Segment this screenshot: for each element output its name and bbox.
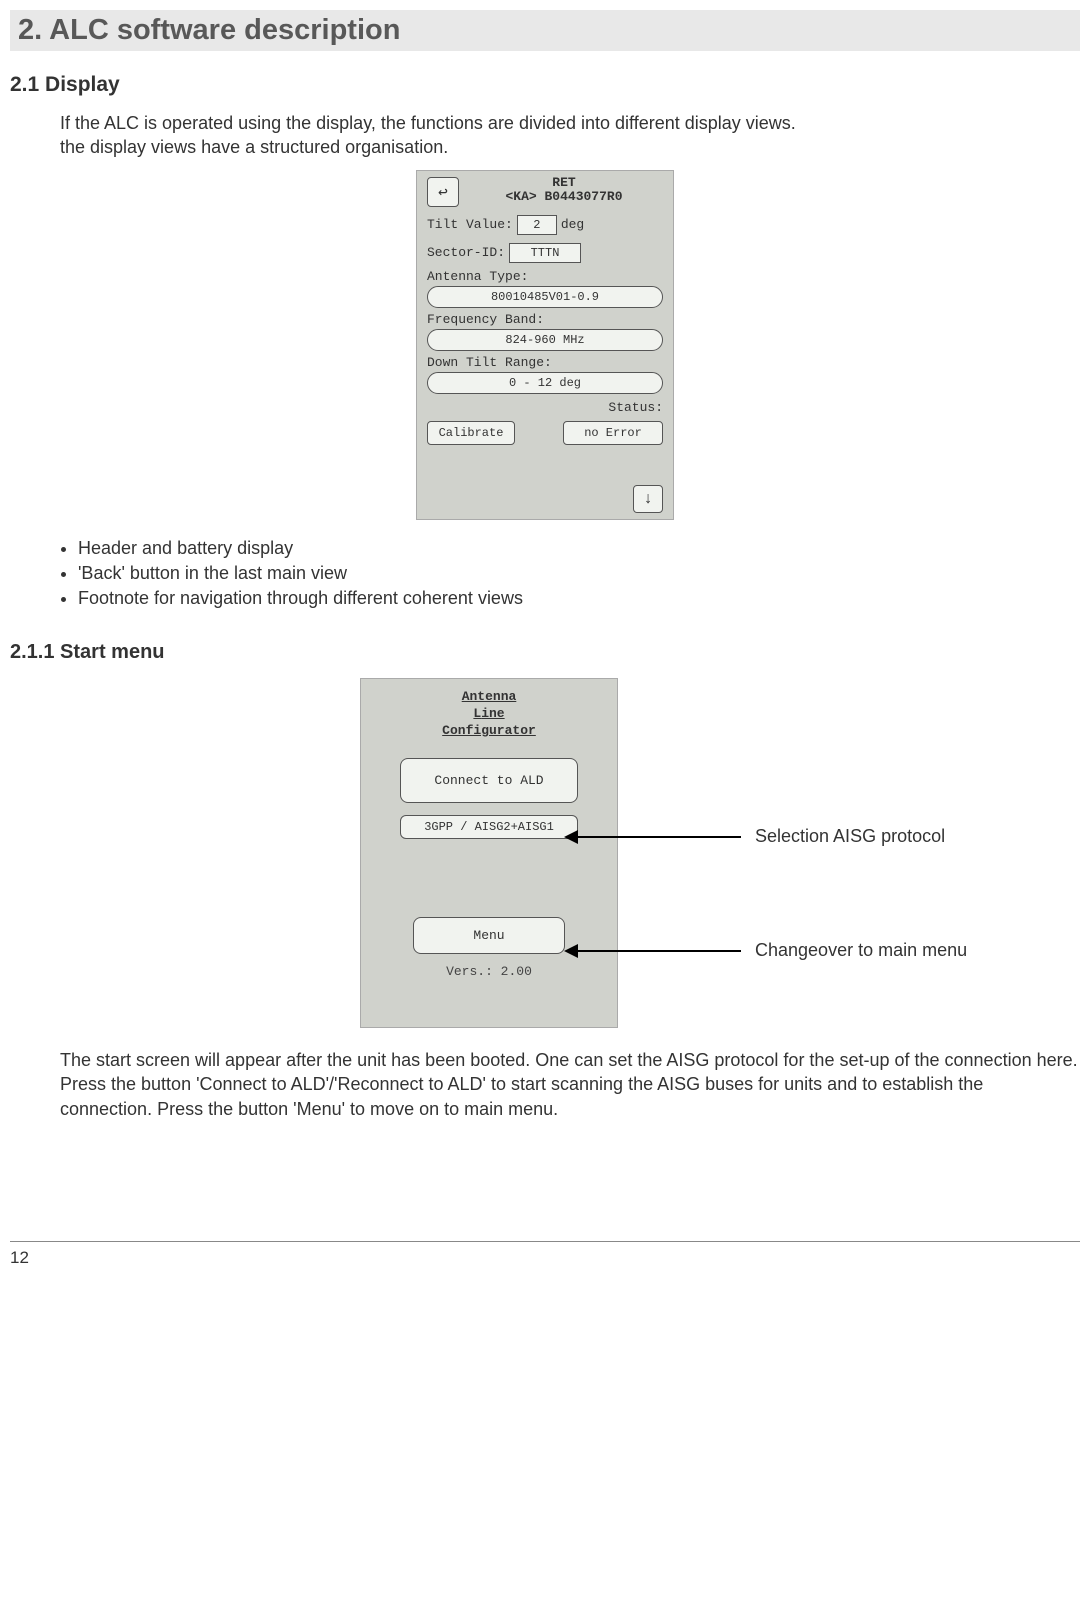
list-item: Footnote for navigation through differen… [78,586,1080,611]
list-item: Header and battery display [78,536,1080,561]
callout-arrow-icon [566,836,741,838]
frequency-band-label: Frequency Band: [427,312,663,327]
paragraph-line: the display views have a structured orga… [60,137,448,157]
version-label: Vers.: 2.00 [371,964,607,979]
tilt-label: Tilt Value: [427,217,513,232]
tilt-value-field[interactable]: 2 [517,215,557,235]
chevron-down-icon: ↓ [643,490,653,508]
body-paragraph-2: The start screen will appear after the u… [60,1048,1080,1121]
back-icon: ↩ [438,182,448,202]
underline-letter: A [462,689,470,704]
aisg-protocol-selector[interactable]: 3GPP / AISG2+AISG1 [400,815,578,839]
subsection-heading-startmenu: 2.1.1 Start menu [10,641,1080,664]
downtilt-range-field[interactable]: 0 - 12 deg [427,372,663,394]
status-value-field: no Error [563,421,663,445]
device-header-line2: <KA> B0443077R0 [505,189,622,204]
sector-id-field[interactable]: TTTN [509,243,581,263]
paragraph-line: If the ALC is operated using the display… [60,113,796,133]
title-rest: onfigurator [450,723,536,738]
downtilt-range-label: Down Tilt Range: [427,355,663,370]
underline-letter: C [442,723,450,738]
footer: 12 [10,1241,1080,1268]
back-button[interactable]: ↩ [427,177,459,207]
calibrate-button[interactable]: Calibrate [427,421,515,445]
antenna-type-field[interactable]: 80010485V01-0.9 [427,286,663,308]
frequency-band-field[interactable]: 824-960 MHz [427,329,663,351]
callout-label-aisg: Selection AISG protocol [755,826,945,847]
device-screenshot-ret: ↩ RET <KA> B0443077R0 Tilt Value: 2 deg … [416,170,674,520]
device-header-text: RET <KA> B0443077R0 [465,176,663,205]
title-rest: ine [481,706,504,721]
scroll-down-button[interactable]: ↓ [633,485,663,513]
connect-to-ald-button[interactable]: Connect to ALD [400,758,578,803]
callout-arrow-icon [566,950,741,952]
list-item: 'Back' button in the last main view [78,561,1080,586]
antenna-type-label: Antenna Type: [427,269,663,284]
page-number: 12 [10,1248,29,1267]
sector-id-label: Sector-ID: [427,245,505,260]
subsection-heading-display: 2.1 Display [10,73,1080,97]
menu-button[interactable]: Menu [413,917,565,954]
status-label: Status: [427,400,663,415]
paragraph-line: The start screen will appear after the u… [60,1050,1078,1070]
paragraph-line: Press the button 'Connect to ALD'/'Recon… [60,1074,983,1118]
feature-bullets: Header and battery display 'Back' button… [60,536,1080,612]
device-screenshot-startmenu: Antenna Line Configurator Connect to ALD… [360,678,618,1028]
section-title-bar: 2. ALC software description [10,10,1080,51]
title-rest: ntenna [470,689,517,704]
device-title-text: Antenna Line Configurator [371,689,607,740]
callout-label-mainmenu: Changeover to main menu [755,940,967,961]
body-paragraph-1: If the ALC is operated using the display… [60,111,1080,160]
page-title: 2. ALC software description [18,14,1072,47]
device-header-line1: RET [552,175,575,190]
tilt-unit: deg [561,217,584,232]
